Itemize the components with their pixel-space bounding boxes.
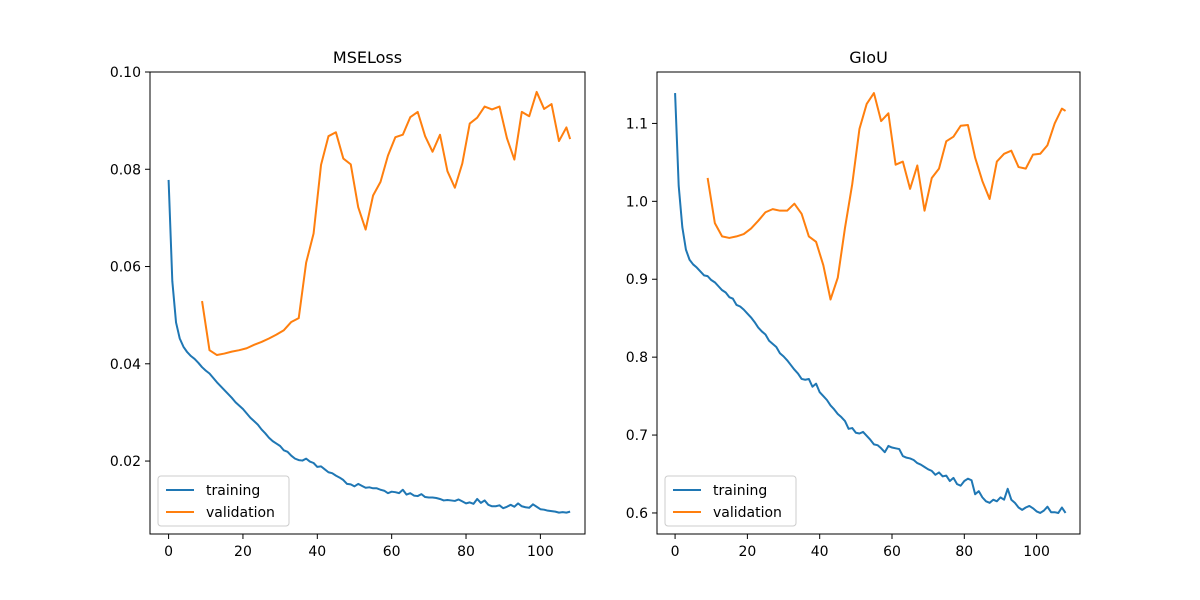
series-line-validation xyxy=(706,92,1067,301)
legend-box xyxy=(157,475,290,527)
chart-mseloss: 0 20 40 60 80 100 0.02 0.04 0.06 0.08 0.10 MSELoss t… xyxy=(110,48,586,560)
chart-title: GIoU xyxy=(849,48,888,67)
y-tick-label: 0.9 xyxy=(626,272,648,288)
legend-label-validation: validation xyxy=(713,505,782,521)
x-tick-label: 80 xyxy=(457,544,475,560)
legend: training validation xyxy=(664,475,797,527)
y-tick-label: 0.8 xyxy=(626,350,648,366)
legend-box xyxy=(664,475,797,527)
legend-label-validation: validation xyxy=(206,505,275,521)
series-line-validation xyxy=(201,90,572,357)
series-line-training xyxy=(167,179,571,514)
legend-label-training: training xyxy=(206,483,260,499)
axes-frame xyxy=(149,71,586,535)
x-tick-label: 80 xyxy=(955,544,973,560)
x-tick-label: 20 xyxy=(234,544,252,560)
y-tick-label: 0.08 xyxy=(110,162,141,178)
y-tick-label: 0.02 xyxy=(110,454,141,470)
chart-title: MSELoss xyxy=(333,48,402,67)
x-tick-label: 100 xyxy=(1023,544,1050,560)
x-tick-label: 100 xyxy=(527,544,554,560)
x-tick-label: 60 xyxy=(383,544,401,560)
y-tick-label: 1.1 xyxy=(626,116,648,132)
x-tick-label: 40 xyxy=(811,544,829,560)
chart-giou: 0 20 40 60 80 100 0.6 0.7 0.8 0.9 1.0 1.1 GIoU traini… xyxy=(626,48,1081,560)
y-tick-label: 0.7 xyxy=(626,428,648,444)
x-tick-label: 40 xyxy=(308,544,326,560)
series-line-training xyxy=(674,93,1067,514)
x-tick-label: 20 xyxy=(738,544,756,560)
y-tick-label: 0.04 xyxy=(110,357,141,373)
legend-label-training: training xyxy=(713,483,767,499)
y-tick-label: 0.10 xyxy=(110,65,141,81)
y-tick-label: 0.06 xyxy=(110,260,141,276)
y-tick-label: 0.6 xyxy=(626,506,648,522)
legend: training validation xyxy=(157,475,290,527)
y-tick-label: 1.0 xyxy=(626,194,648,210)
axes-frame xyxy=(656,71,1081,535)
x-tick-label: 60 xyxy=(883,544,901,560)
x-tick-label: 0 xyxy=(164,544,173,560)
x-tick-label: 0 xyxy=(671,544,680,560)
